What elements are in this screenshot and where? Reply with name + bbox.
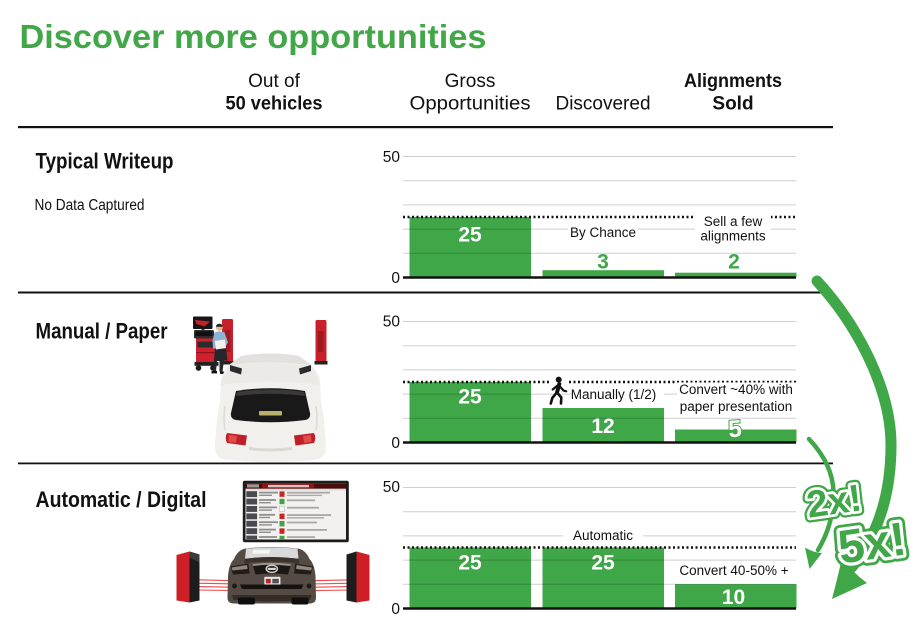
svg-text:Alignments: Alignments (684, 71, 782, 92)
svg-text:Automatic / Digital: Automatic / Digital (36, 487, 207, 512)
svg-text:50: 50 (383, 479, 401, 496)
svg-text:alignments: alignments (700, 229, 766, 244)
svg-text:Convert 40-50% +: Convert 40-50% + (679, 563, 788, 578)
svg-text:By Chance: By Chance (570, 225, 636, 240)
svg-text:25: 25 (458, 224, 482, 247)
svg-text:5x!: 5x! (835, 512, 910, 574)
svg-text:Opportunities: Opportunities (410, 94, 531, 115)
svg-text:0: 0 (391, 435, 400, 452)
svg-text:Discovered: Discovered (555, 94, 650, 115)
svg-text:Typical Writeup: Typical Writeup (36, 149, 174, 174)
svg-text:25: 25 (458, 552, 482, 575)
svg-text:Out of: Out of (248, 71, 300, 92)
svg-text:25: 25 (458, 386, 482, 409)
svg-text:paper presentation: paper presentation (680, 399, 793, 414)
svg-text:25: 25 (591, 552, 615, 575)
svg-text:50: 50 (383, 149, 401, 166)
svg-text:2: 2 (728, 251, 740, 274)
svg-text:0: 0 (391, 270, 400, 287)
svg-text:2x!: 2x! (804, 477, 864, 526)
svg-text:Manually (1/2): Manually (1/2) (571, 387, 657, 402)
svg-text:Sold: Sold (712, 94, 753, 115)
svg-text:5x!: 5x! (835, 512, 910, 574)
svg-text:Sell a few: Sell a few (704, 214, 763, 229)
svg-text:50: 50 (383, 314, 401, 331)
svg-text:3: 3 (597, 251, 609, 274)
svg-text:No Data Captured: No Data Captured (35, 197, 145, 214)
svg-text:Convert ~40% with: Convert ~40% with (679, 382, 793, 397)
svg-text:Manual / Paper: Manual / Paper (36, 319, 168, 344)
svg-text:Automatic: Automatic (573, 528, 633, 543)
svg-text:10: 10 (722, 586, 745, 609)
svg-text:12: 12 (591, 415, 614, 438)
svg-text:5: 5 (727, 416, 742, 444)
svg-text:0: 0 (391, 601, 400, 618)
svg-text:50 vehicles: 50 vehicles (226, 94, 323, 115)
svg-text:Discover more opportunities: Discover more opportunities (20, 18, 487, 55)
svg-text:Gross: Gross (445, 71, 496, 92)
